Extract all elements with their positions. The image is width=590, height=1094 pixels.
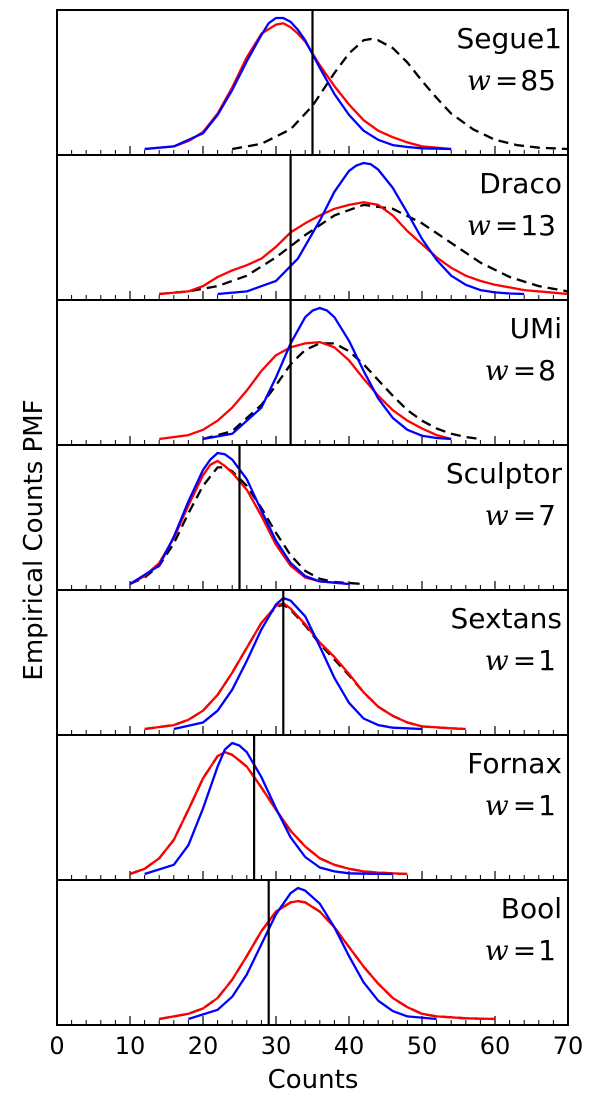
x-axis: 0 10 20 30 40 50 60 70: [49, 1032, 583, 1060]
weight-symbol: w: [485, 934, 509, 967]
weight-symbol: w: [467, 64, 491, 97]
weight-symbol: w: [485, 354, 509, 387]
x-tick-label: 10: [115, 1032, 146, 1060]
panel-sculptor: Sculptor w =7: [56, 444, 569, 591]
panel-sextans: Sextans w =1: [56, 589, 569, 736]
series-blue-sextans: [173, 596, 423, 731]
series-blue-sculptor: [129, 451, 350, 586]
weight-equals: =: [513, 354, 536, 387]
weight-equals: =: [513, 934, 536, 967]
weight-value: 85: [520, 64, 556, 97]
panel-title-fornax: Fornax: [467, 747, 562, 780]
x-tick-label: 30: [261, 1032, 292, 1060]
panel-bool: Bool w =1: [56, 879, 569, 1026]
series-red-segue1: [144, 22, 452, 151]
panel-fornax: Fornax w =1: [56, 734, 569, 881]
panel-title-segue1: Segue1: [456, 22, 562, 55]
x-tick-label: 60: [480, 1032, 511, 1060]
panel-weight-umi: w =8: [485, 354, 556, 387]
panel-weight-sculptor: w =7: [485, 499, 556, 532]
panel-title-sextans: Sextans: [450, 602, 562, 635]
weight-value: 8: [538, 354, 556, 387]
x-axis-label: Counts: [268, 1065, 359, 1094]
panel-segue1: Segue1 w =85: [56, 9, 569, 156]
x-tick-label: 70: [553, 1032, 584, 1060]
panel-title-bool: Bool: [501, 892, 562, 925]
series-dashed-draco: [159, 203, 569, 296]
series-red-umi: [159, 340, 452, 441]
panel-weight-bool: w =1: [485, 934, 556, 967]
series-red-fornax: [129, 751, 408, 876]
series-blue-umi: [202, 306, 452, 441]
weight-symbol: w: [485, 644, 509, 677]
series-dashed-segue1: [231, 37, 569, 151]
x-tick-label: 40: [334, 1032, 365, 1060]
panel-title-sculptor: Sculptor: [446, 457, 563, 490]
series-blue-bool: [188, 886, 437, 1021]
panel-draco: Draco w =13: [56, 154, 569, 301]
series-dashed-fornax: [129, 751, 408, 876]
weight-equals: =: [513, 499, 536, 532]
x-tick-label: 0: [49, 1032, 64, 1060]
panel-weight-sextans: w =1: [485, 644, 556, 677]
y-axis-label: Empirical Counts PMF: [19, 399, 49, 680]
series-blue-segue1: [144, 16, 452, 151]
panel-weight-fornax: w =1: [485, 789, 556, 822]
weight-value: 1: [538, 789, 556, 822]
series-red-draco: [159, 201, 569, 296]
series-red-sextans: [144, 602, 466, 731]
weight-equals: =: [513, 789, 536, 822]
panel-weight-draco: w =13: [467, 209, 556, 242]
weight-symbol: w: [467, 209, 491, 242]
weight-equals: =: [495, 209, 518, 242]
panel-title-draco: Draco: [479, 167, 562, 200]
panel-weight-segue1: w =85: [467, 64, 556, 97]
panel-title-umi: UMi: [510, 312, 562, 345]
weight-equals: =: [495, 64, 518, 97]
series-blue-draco: [217, 161, 525, 296]
x-tick-label: 20: [188, 1032, 219, 1060]
weight-value: 1: [538, 644, 556, 677]
x-tick-label: 50: [407, 1032, 438, 1060]
panel-frame: [56, 879, 569, 1026]
series-blue-fornax: [144, 741, 393, 876]
series-dashed-umi: [202, 342, 481, 441]
weight-symbol: w: [485, 499, 509, 532]
weight-symbol: w: [485, 789, 509, 822]
series-dashed-sculptor: [129, 466, 364, 586]
weight-value: 1: [538, 934, 556, 967]
weight-value: 7: [538, 499, 556, 532]
weight-value: 13: [520, 209, 556, 242]
weight-equals: =: [513, 644, 536, 677]
series-red-bool: [158, 899, 496, 1021]
